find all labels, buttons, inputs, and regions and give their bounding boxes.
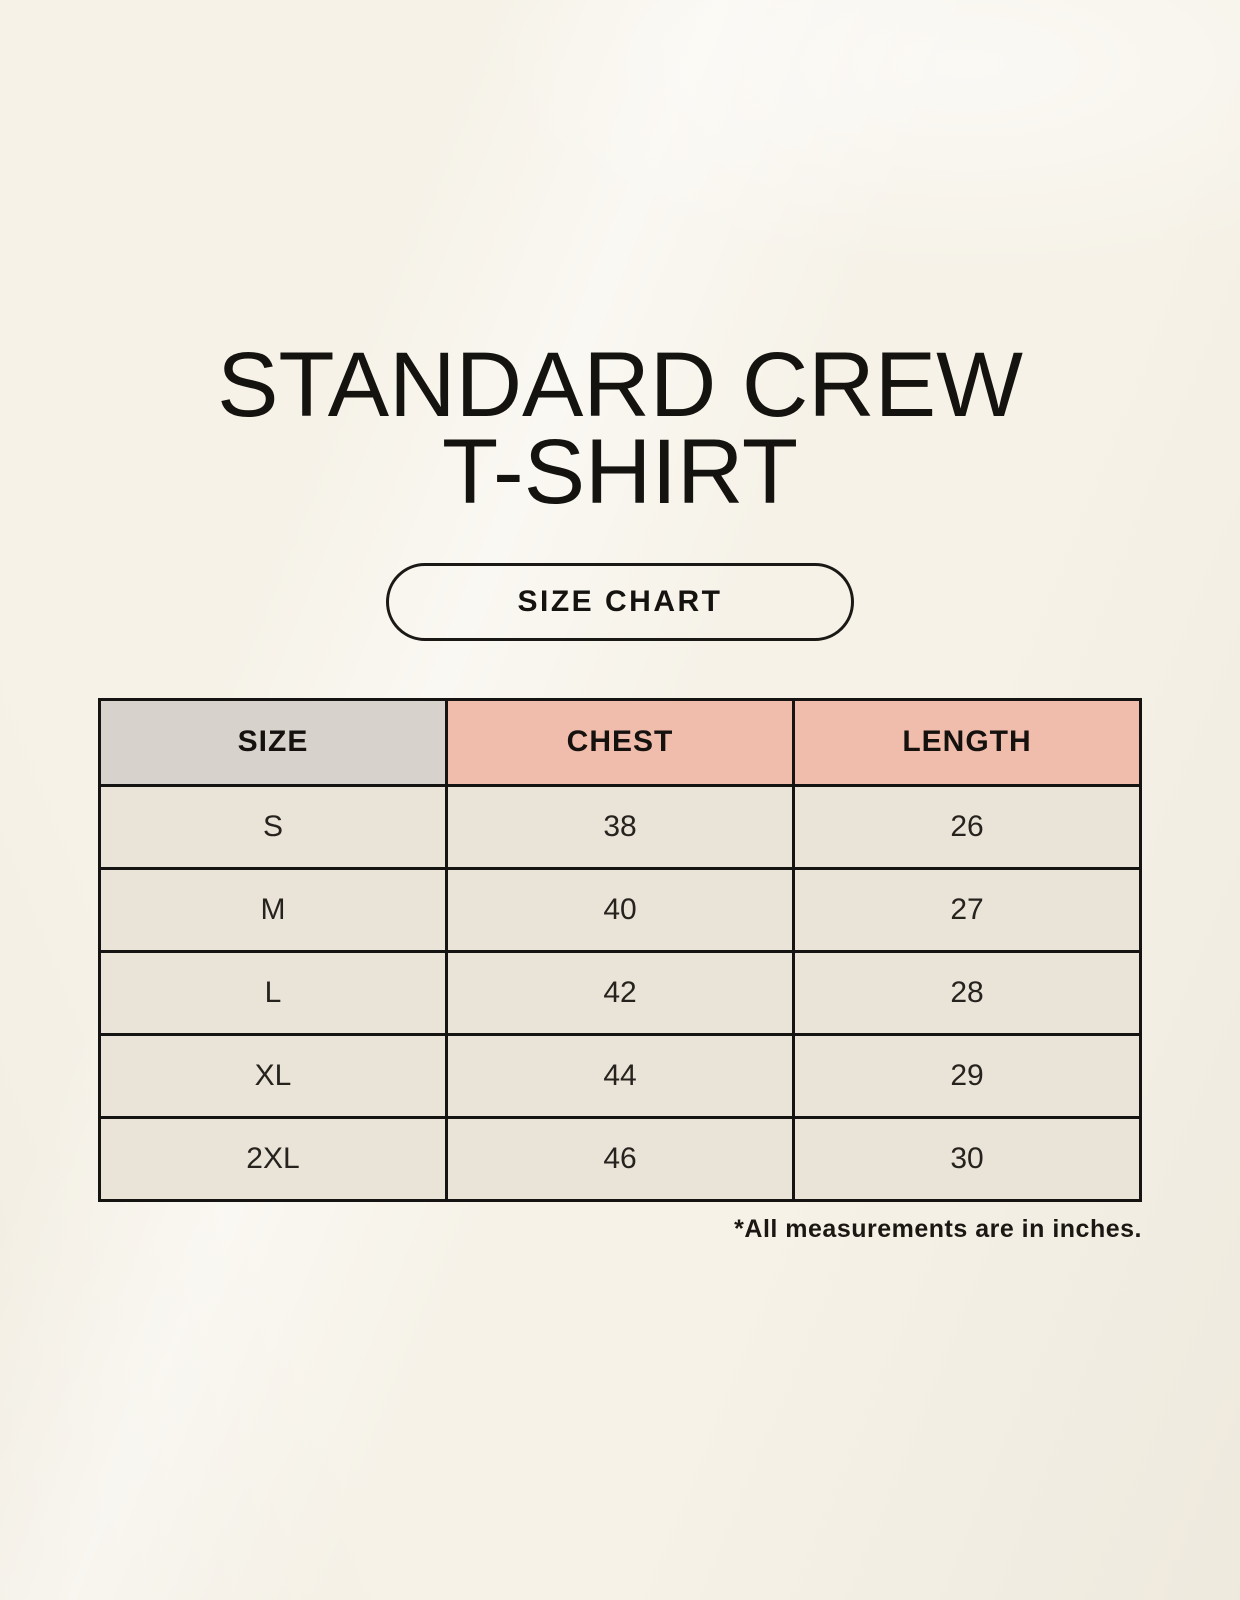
size-cell: L [98,949,448,1036]
length-cell: 29 [792,1032,1142,1119]
size-cell: XL [98,1032,448,1119]
table-row: XL 44 29 [98,1032,1142,1119]
column-header-chest: CHEST [445,697,795,787]
table-row: 2XL 46 30 [98,1115,1142,1202]
size-cell: 2XL [98,1115,448,1202]
chest-cell: 44 [445,1032,795,1119]
table-row: L 42 28 [98,949,1142,1036]
chest-cell: 46 [445,1115,795,1202]
size-cell: M [98,866,448,953]
length-cell: 30 [792,1115,1142,1202]
button-row: SIZE CHART [0,562,1240,641]
column-header-size: SIZE [98,697,448,787]
chest-cell: 40 [445,866,795,953]
length-cell: 27 [792,866,1142,953]
table-row: M 40 27 [98,866,1142,953]
size-table-header: SIZE CHEST LENGTH [98,697,1142,787]
size-table: SIZE CHEST LENGTH S 38 26 M 40 27 L 42 2… [98,697,1142,1202]
header-row: SIZE CHEST LENGTH [98,697,1142,787]
size-chart-button[interactable]: SIZE CHART [386,562,854,641]
measurements-footnote: *All measurements are in inches. [734,1214,1142,1243]
title-line-2: T-SHIRT [441,421,799,524]
table-row: S 38 26 [98,783,1142,870]
length-cell: 26 [792,783,1142,870]
column-header-length: LENGTH [792,697,1142,787]
chest-cell: 38 [445,783,795,870]
size-table-body: S 38 26 M 40 27 L 42 28 XL 44 29 2XL 46 [98,783,1142,1202]
size-chart-section: SIZE CHEST LENGTH S 38 26 M 40 27 L 42 2… [98,697,1142,1244]
length-cell: 28 [792,949,1142,1036]
chest-cell: 42 [445,949,795,1036]
size-cell: S [98,783,448,870]
title-line-1: STANDARD CREW [217,334,1023,436]
page-title: STANDARD CREW T-SHIRT [0,0,1240,524]
